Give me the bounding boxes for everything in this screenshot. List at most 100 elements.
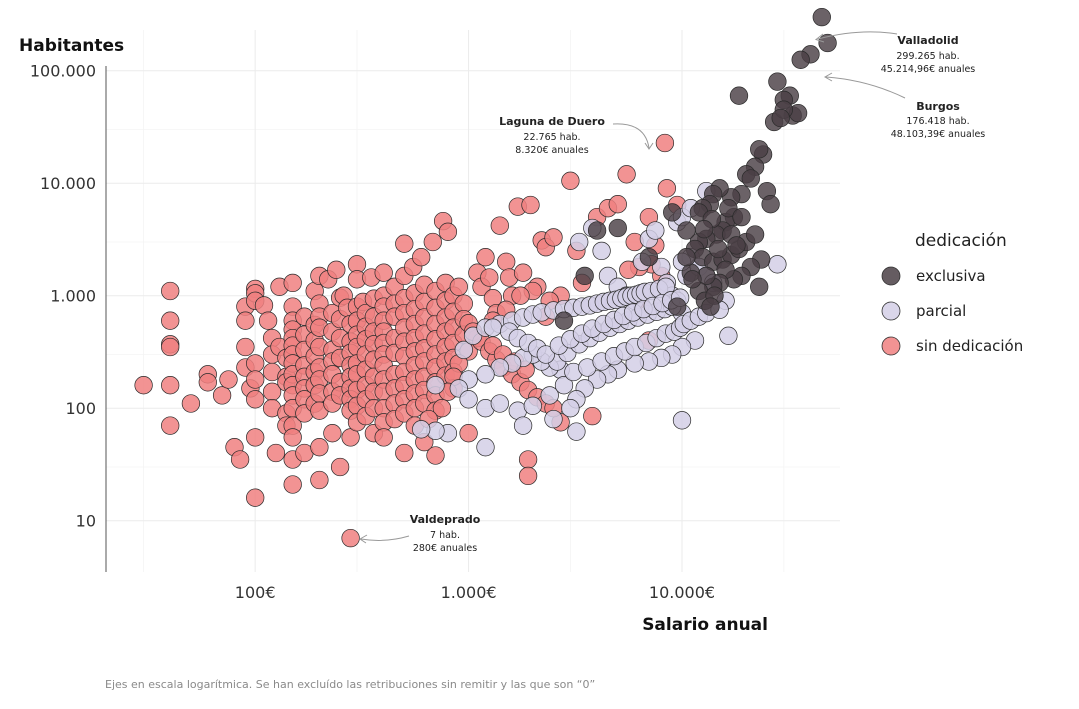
point-sin-dedicacion bbox=[134, 376, 153, 395]
point-exclusiva bbox=[750, 140, 769, 159]
point-sin-dedicacion bbox=[459, 424, 478, 443]
y-tick-label: 10.000 bbox=[40, 174, 96, 193]
point-sin-dedicacion bbox=[511, 286, 530, 305]
point-parcial bbox=[459, 390, 478, 409]
point-parcial bbox=[587, 370, 607, 389]
annotation-valdeprado-line-2: 280€ anuales bbox=[413, 543, 477, 554]
point-sin-dedicacion bbox=[513, 263, 533, 282]
point-sin-dedicacion bbox=[518, 466, 538, 486]
y-tick-label: 1.000 bbox=[50, 287, 96, 306]
x-tick-label: 10.000€ bbox=[649, 583, 715, 602]
point-parcial bbox=[476, 438, 495, 457]
point-parcial bbox=[490, 394, 509, 413]
point-sin-dedicacion bbox=[246, 488, 265, 507]
point-sin-dedicacion bbox=[283, 475, 302, 494]
point-sin-dedicacion bbox=[246, 428, 265, 447]
point-sin-dedicacion bbox=[181, 394, 201, 413]
point-sin-dedicacion bbox=[236, 337, 255, 357]
annotation-valladolid-title: Valladolid bbox=[897, 34, 958, 47]
annotation-laguna-arrow bbox=[612, 123, 650, 149]
annotation-laguna-line-2: 8.320€ anuales bbox=[515, 145, 588, 156]
point-sin-dedicacion bbox=[212, 386, 232, 405]
legend-swatch-exclusiva bbox=[881, 266, 901, 286]
point-sin-dedicacion bbox=[454, 294, 473, 313]
point-parcial bbox=[768, 255, 787, 274]
annotation-valdeprado-arrowhead bbox=[359, 534, 368, 544]
point-exclusiva bbox=[741, 169, 760, 188]
point-sin-dedicacion bbox=[374, 428, 393, 447]
point-exclusiva bbox=[791, 50, 810, 69]
point-parcial bbox=[672, 411, 692, 430]
point-sin-dedicacion bbox=[518, 450, 538, 469]
legend-label-exclusiva: exclusiva bbox=[916, 267, 986, 285]
point-exclusiva bbox=[663, 203, 682, 222]
point-sin-dedicacion bbox=[330, 457, 350, 477]
point-parcial bbox=[544, 409, 563, 429]
point-exclusiva bbox=[732, 207, 751, 227]
y-tick-label: 100 bbox=[65, 399, 96, 418]
annotation-laguna-de-duero: Laguna de Duero 22.765 hab. 8.320€ anual… bbox=[499, 115, 654, 156]
point-sin-dedicacion bbox=[476, 248, 495, 267]
point-exclusiva bbox=[587, 221, 607, 240]
point-sin-dedicacion bbox=[310, 470, 329, 490]
point-sin-dedicacion bbox=[657, 179, 677, 198]
data-points bbox=[134, 7, 837, 548]
point-exclusiva bbox=[750, 277, 769, 296]
point-sin-dedicacion bbox=[395, 443, 414, 463]
point-parcial bbox=[719, 326, 738, 345]
point-sin-dedicacion bbox=[161, 416, 180, 435]
legend-label-parcial: parcial bbox=[916, 302, 966, 320]
annotation-burgos-line-2: 48.103,39€ anuales bbox=[891, 129, 986, 140]
x-axis-title: Salario anual bbox=[642, 615, 768, 635]
point-exclusiva bbox=[709, 239, 728, 259]
point-exclusiva bbox=[694, 220, 714, 239]
point-parcial bbox=[513, 416, 533, 435]
y-tick-label: 10 bbox=[76, 512, 96, 531]
point-parcial bbox=[412, 420, 431, 439]
point-sin-dedicacion bbox=[619, 260, 638, 279]
legend: dedicación exclusiva parcial sin dedicac… bbox=[881, 231, 1023, 356]
point-sin-dedicacion bbox=[236, 311, 255, 330]
point-sin-dedicacion bbox=[161, 376, 180, 395]
annotation-valladolid-line-1: 299.265 hab. bbox=[896, 51, 959, 62]
point-parcial bbox=[454, 340, 473, 360]
point-sin-dedicacion bbox=[480, 268, 499, 287]
point-exclusiva bbox=[677, 221, 696, 240]
point-exclusiva bbox=[668, 297, 687, 316]
annotation-valladolid-arrowhead bbox=[814, 33, 825, 43]
point-sin-dedicacion bbox=[323, 424, 342, 443]
point-exclusiva bbox=[727, 236, 746, 255]
point-sin-dedicacion bbox=[395, 234, 414, 253]
point-sin-dedicacion bbox=[230, 450, 250, 469]
x-tick-label: 1.000€ bbox=[441, 583, 497, 602]
point-exclusiva bbox=[677, 248, 696, 267]
point-parcial bbox=[592, 241, 611, 261]
point-sin-dedicacion bbox=[219, 370, 238, 389]
point-sin-dedicacion bbox=[412, 248, 431, 267]
point-sin-dedicacion bbox=[246, 354, 265, 373]
point-sin-dedicacion bbox=[266, 443, 286, 463]
point-exclusiva bbox=[812, 7, 831, 27]
point-exclusiva bbox=[729, 86, 749, 105]
point-sin-dedicacion bbox=[521, 195, 540, 215]
point-exclusiva bbox=[745, 225, 765, 244]
point-sin-dedicacion bbox=[161, 311, 180, 330]
annotation-valdeprado: Valdeprado 7 hab. 280€ anuales bbox=[359, 513, 481, 554]
point-sin-dedicacion bbox=[561, 171, 580, 190]
point-sin-dedicacion bbox=[161, 281, 180, 301]
point-sin-dedicacion bbox=[246, 370, 265, 389]
point-sin-dedicacion bbox=[327, 260, 346, 279]
point-sin-dedicacion bbox=[341, 528, 360, 548]
annotation-valladolid-line-2: 45.214,96€ anuales bbox=[881, 64, 976, 75]
point-sin-dedicacion bbox=[544, 228, 563, 247]
point-sin-dedicacion bbox=[608, 195, 627, 214]
point-parcial bbox=[483, 318, 503, 337]
point-parcial bbox=[554, 376, 574, 395]
axis-ticks: 100€ 1.000€ 10.000€ 10 100 1.000 10.000 100.000 bbox=[30, 62, 715, 602]
annotation-valdeprado-arrow bbox=[360, 535, 410, 541]
point-sin-dedicacion bbox=[246, 390, 265, 409]
legend-title: dedicación bbox=[915, 231, 1007, 251]
annotation-burgos-arrowhead bbox=[823, 72, 833, 82]
point-sin-dedicacion bbox=[583, 406, 602, 426]
